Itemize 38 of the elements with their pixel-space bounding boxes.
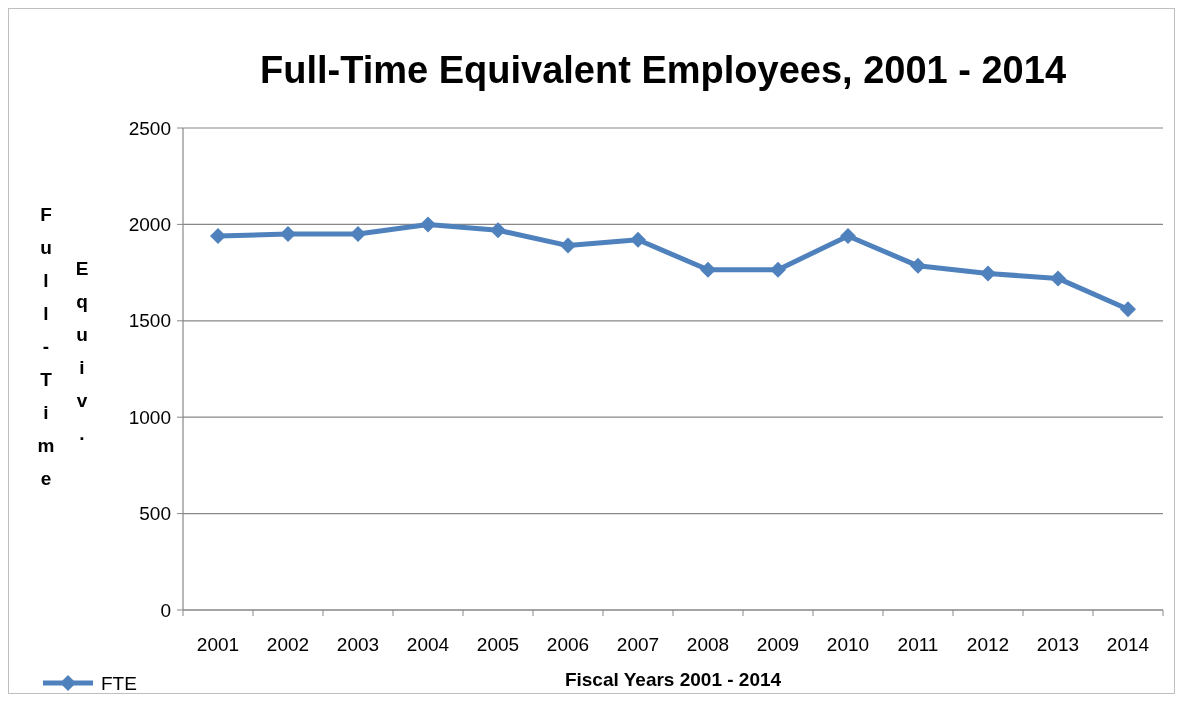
point [420,216,436,233]
point [630,231,646,248]
x-tick-label: 2006 [546,634,590,655]
point [910,257,926,274]
point [840,227,856,244]
x-tick-label: 2013 [1036,634,1080,655]
y-tick-label: 2000 [128,214,171,236]
x-tick-label: 2009 [756,634,800,655]
x-axis-title: Fiscal Years 2001 - 2014 [564,669,782,690]
y-axis-title: Full-Time Equiv. [35,204,93,534]
point [490,222,506,239]
x-tick-label: 2008 [686,634,730,655]
x-tick-label: 2011 [897,634,939,655]
x-tick-label: 2003 [336,634,380,655]
x-tick-label: 2004 [406,634,450,655]
x-tick-label: 2001 [196,634,240,655]
point [280,226,296,243]
chart-title: Full-Time Equivalent Employees, 2001 - 2014 [259,49,1067,91]
x-tick-label: 2010 [826,634,870,655]
y-tick-label: 1500 [128,310,171,332]
point [350,226,366,243]
point [560,237,576,254]
y-tick-label: 2500 [128,117,171,139]
legend-label: FTE [101,672,137,694]
point [210,227,226,244]
point [980,265,996,282]
point [770,261,786,278]
point [1050,270,1066,287]
point [1120,301,1136,318]
x-tick-label: 2012 [966,634,1010,655]
y-tick-label: 500 [139,503,171,525]
x-tick-label: 2002 [266,634,310,655]
y-tick-label: 0 [160,599,171,621]
x-tick-label: 2005 [476,634,520,655]
y-tick-label: 1000 [128,406,171,428]
x-tick-label: 2007 [616,634,660,655]
x-tick-label: 2014 [1106,634,1150,655]
point [700,261,716,278]
